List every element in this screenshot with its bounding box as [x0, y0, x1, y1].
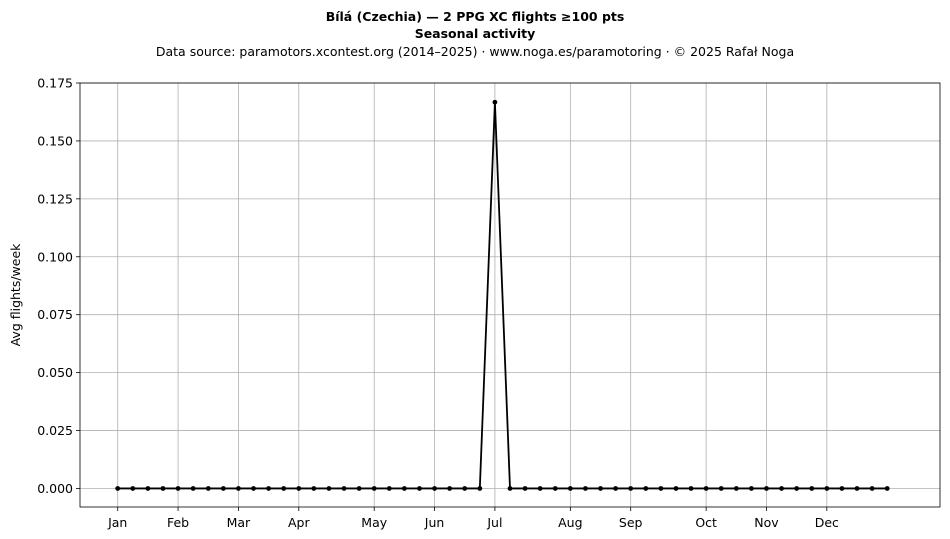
data-point: [281, 486, 287, 491]
data-point: [326, 486, 332, 491]
data-point: [371, 486, 377, 491]
data-point: [296, 486, 302, 491]
data-point: [839, 486, 845, 491]
data-point: [854, 486, 860, 491]
data-point: [160, 486, 166, 491]
data-point: [522, 486, 528, 491]
data-point: [869, 486, 875, 491]
data-point: [220, 486, 226, 491]
data-point: [236, 486, 241, 491]
data-point: [583, 486, 588, 491]
data-point: [688, 486, 694, 491]
y-tick-label: 0.000: [37, 481, 73, 496]
y-tick-label: 0.125: [37, 191, 73, 206]
data-point: [311, 486, 317, 491]
chart-source: Data source: paramotors.xcontest.org (20…: [156, 44, 794, 59]
ticks: Jan Feb Mar Apr May Jun Jul Aug Sep Oct Nov Dec 0.00…: [37, 76, 839, 531]
data-point: [507, 486, 513, 491]
data-point: [552, 486, 558, 491]
data-point: [115, 486, 121, 491]
data-point: [447, 486, 453, 491]
grid: [80, 82, 940, 507]
x-tick-label: Nov: [754, 515, 779, 530]
data-point: [341, 486, 347, 491]
data-point: [175, 486, 181, 491]
x-tick-label: Mar: [227, 515, 251, 530]
data-point: [417, 486, 422, 491]
data-point: [266, 486, 271, 491]
data-point: [567, 486, 573, 491]
x-tick-label: Jan: [107, 515, 127, 530]
data-point: [356, 486, 362, 491]
data-point: [401, 486, 407, 491]
data-point: [673, 486, 679, 491]
x-tick-label: Jul: [486, 515, 502, 530]
y-tick-label: 0.175: [37, 76, 73, 91]
data-point: [794, 486, 800, 491]
data-point: [764, 486, 769, 491]
data-point: [537, 486, 543, 491]
data-point: [386, 486, 392, 491]
y-tick-label: 0.050: [37, 365, 73, 380]
data-point: [130, 486, 136, 491]
x-tick-label: Feb: [167, 515, 189, 530]
data-point: [432, 486, 437, 491]
y-tick-label: 0.150: [37, 133, 73, 148]
axes: [79, 82, 941, 508]
y-tick-label: 0.100: [37, 249, 73, 264]
data-point: [628, 486, 634, 491]
x-tick-label: Aug: [558, 515, 582, 530]
data-point: [190, 486, 196, 491]
data-point: [205, 486, 211, 491]
data-point: [145, 486, 151, 491]
data-point: [703, 486, 709, 491]
x-tick-label: May: [361, 515, 387, 530]
x-tick-label: Sep: [619, 515, 643, 530]
data-point: [809, 486, 815, 491]
data-point: [884, 486, 890, 491]
y-tick-label: 0.025: [37, 423, 73, 438]
data-point: [779, 486, 784, 491]
x-tick-label: Oct: [695, 515, 717, 530]
x-tick-label: Jun: [424, 515, 445, 530]
data-point: [492, 99, 498, 105]
data-point: [598, 486, 603, 491]
data-point: [643, 486, 649, 491]
data-point: [718, 486, 724, 491]
chart-title: Bílá (Czechia) — 2 PPG XC flights ≥100 p…: [326, 9, 625, 24]
data-point: [477, 486, 483, 491]
series: [115, 99, 890, 491]
data-point: [733, 486, 739, 491]
x-tick-label: Apr: [288, 515, 310, 530]
y-tick-label: 0.075: [37, 307, 73, 322]
plot-frame: [79, 82, 941, 508]
data-point: [749, 486, 754, 491]
chart-subtitle: Seasonal activity: [415, 26, 536, 41]
data-point: [824, 486, 830, 491]
data-point: [658, 486, 664, 491]
data-point: [251, 486, 256, 491]
data-point: [462, 486, 468, 491]
x-tick-label: Dec: [815, 515, 839, 530]
series-line: [117, 101, 888, 490]
data-point: [613, 486, 619, 491]
y-axis-label: Avg flights/week: [8, 243, 23, 347]
